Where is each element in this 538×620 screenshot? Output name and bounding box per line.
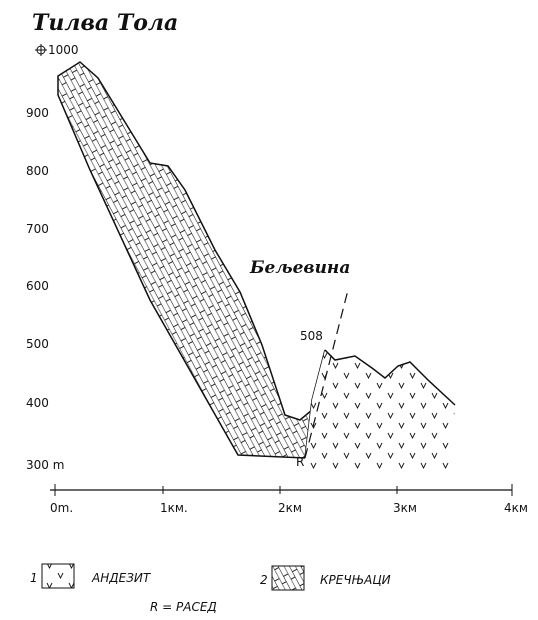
elevation-label: 400 [26, 396, 49, 410]
elevation-label: 900 [26, 106, 49, 120]
elevation-label: 500 [26, 337, 49, 351]
fault-line [304, 289, 349, 459]
legend-note: R = РАСЕД [150, 600, 217, 614]
elevation-label: 300 m [26, 458, 64, 472]
legend-number: 2 [260, 573, 268, 587]
title: Тилва Тола [32, 10, 178, 36]
legend-label: АНДЕЗИТ [91, 571, 152, 585]
limestone [57, 61, 326, 459]
legend-swatch [41, 563, 75, 589]
distance-label: 0m. [50, 501, 73, 515]
fault-label: R [296, 455, 304, 469]
distance-label: 2км [278, 501, 302, 515]
legend-number: 1 [30, 571, 38, 585]
elevation-label: 600 [26, 279, 49, 293]
elevation-label: 800 [26, 164, 49, 178]
legend-label: КРЕЧЊАЦИ [320, 573, 391, 587]
andesite [305, 350, 455, 470]
distance-label: 1км. [160, 501, 188, 515]
legend-swatch [271, 565, 305, 591]
distance-label: 4км [504, 501, 528, 515]
locality-label: Бељевина [249, 258, 350, 278]
profile-line [324, 349, 456, 406]
distance-label: 3км [393, 501, 417, 515]
elevation-label: 1000 [48, 43, 79, 57]
elevation-label: 700 [26, 222, 49, 236]
peak-label: 508 [300, 329, 323, 343]
